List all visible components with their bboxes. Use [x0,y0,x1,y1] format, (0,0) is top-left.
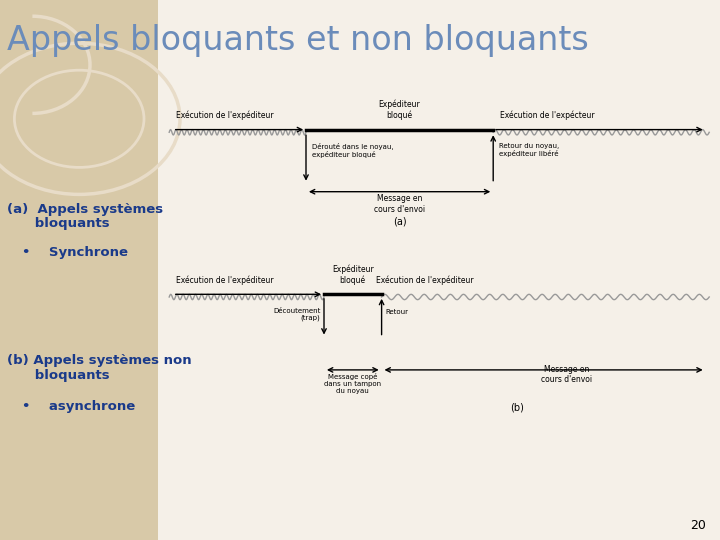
Bar [158,0,720,540]
Text: Exécution de l'expéditeur: Exécution de l'expéditeur [176,275,274,285]
Text: Retour du noyau,
expéditeur libéré: Retour du noyau, expéditeur libéré [499,143,559,157]
Text: (b): (b) [510,402,523,413]
Text: Retour: Retour [385,309,408,315]
Text: Expéditeur
bloqué: Expéditeur bloqué [379,99,420,120]
Text: •    asynchrone: • asynchrone [22,400,135,413]
Text: Message en
cours d'envoi: Message en cours d'envoi [374,194,426,214]
Text: Appels bloquants et non bloquants: Appels bloquants et non bloquants [7,24,589,57]
Text: Message en
cours d'envoi: Message en cours d'envoi [541,364,593,384]
Text: Expéditeur
bloqué: Expéditeur bloqué [332,264,374,285]
Text: (b) Appels systèmes non
      bloquants: (b) Appels systèmes non bloquants [7,354,192,382]
Text: Exécution de l'expécteur: Exécution de l'expécteur [500,110,595,120]
Text: Dérouté dans le noyau,
expéditeur bloqué: Dérouté dans le noyau, expéditeur bloqué [312,143,393,158]
Text: (a): (a) [393,216,406,226]
Text: Exécution de l'expéditeur: Exécution de l'expéditeur [176,110,274,120]
Text: Exécution de l'expéditeur: Exécution de l'expéditeur [376,275,474,285]
Text: Message copé
dans un tampon
du noyau: Message copé dans un tampon du noyau [324,373,382,394]
Text: (a)  Appels systèmes
      bloquants: (a) Appels systèmes bloquants [7,202,163,231]
Text: Découtement
(trap): Découtement (trap) [273,308,320,321]
Bar [0,0,158,540]
Text: •    Synchrone: • Synchrone [22,246,127,259]
Text: 20: 20 [690,519,706,532]
